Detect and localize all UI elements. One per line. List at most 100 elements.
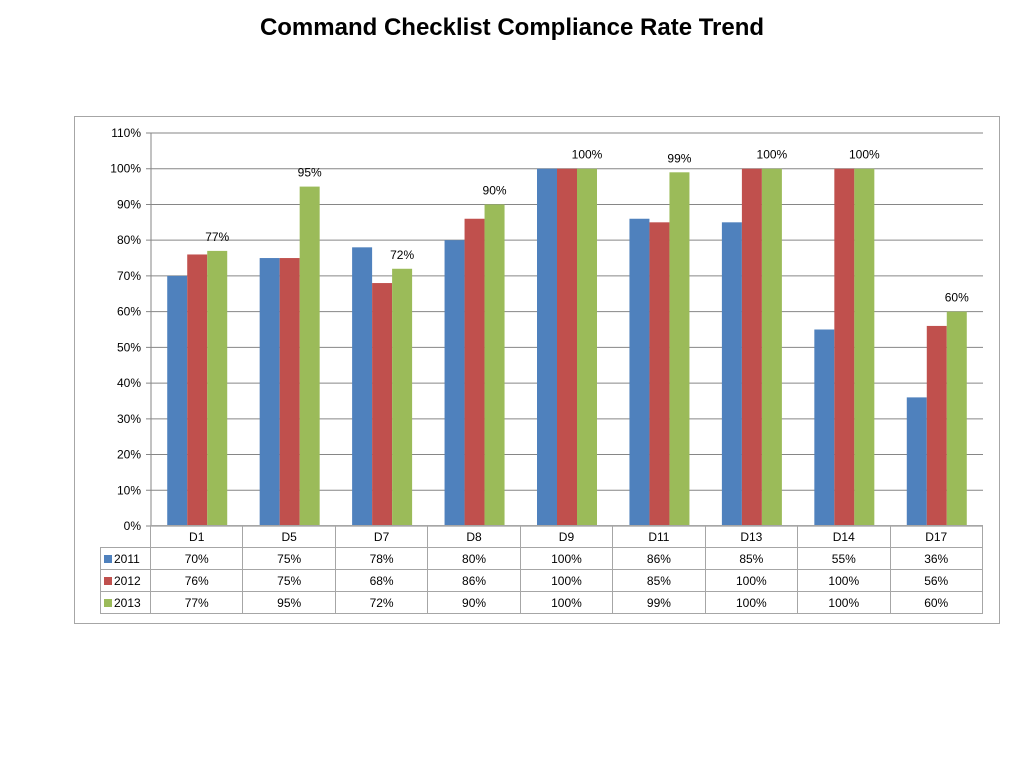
category-label: D13: [704, 525, 799, 548]
y-tick-label: 90%: [117, 197, 141, 211]
y-tick-label: 80%: [117, 233, 141, 247]
category-label: D9: [519, 525, 614, 548]
table-cell: 72%: [334, 591, 429, 614]
table-cell: 86%: [612, 547, 706, 570]
table-corner: [100, 525, 151, 548]
bar-2013-D9: [577, 168, 597, 526]
bar-2011-D5: [259, 258, 280, 526]
table-cell: 55%: [797, 547, 891, 570]
category-label: D5: [242, 525, 336, 548]
bar-2012-D9: [557, 168, 577, 526]
y-tick-label: 110%: [111, 126, 141, 140]
legend-entry: 2011: [100, 547, 151, 570]
bar-2012-D13: [741, 168, 762, 526]
legend-color-key: [104, 555, 112, 564]
table-cell: 100%: [797, 591, 891, 614]
bar-2012-D7: [372, 283, 393, 526]
table-cell: 100%: [704, 569, 799, 592]
table-row: 2011 70% 75% 78% 80% 100% 86% 85% 55% 36%: [100, 547, 983, 570]
table-cell: 90%: [427, 591, 521, 614]
table-cell: 77%: [149, 591, 244, 614]
bar-2013-D8: [484, 204, 505, 527]
bar-2011-D11: [629, 218, 650, 526]
table-cell: 80%: [427, 547, 521, 570]
bar-2012-D8: [464, 218, 485, 526]
chart-title: Command Checklist Compliance Rate Trend: [259, 14, 765, 41]
bar-2011-D7: [352, 247, 373, 526]
table-row: 2013 77% 95% 72% 90% 100% 99% 100% 100% 60%: [100, 591, 983, 614]
data-table: D1 D5 D7 D8 D9 D11 D13 D14 D17 2011 70% 75% 78% 80% 10…: [100, 525, 983, 614]
bar-2013-D17: [946, 311, 967, 526]
data-label: 77%: [205, 230, 229, 244]
y-tick-label: 60%: [117, 305, 141, 319]
category-label: D11: [612, 525, 706, 548]
table-cell: 75%: [242, 569, 336, 592]
bar-2013-D13: [761, 168, 782, 526]
y-tick-label: 50%: [117, 340, 141, 354]
table-cell: 100%: [519, 569, 614, 592]
bar-2012-D17: [926, 325, 947, 526]
category-label: D7: [334, 525, 429, 548]
bar-2012-D5: [279, 258, 300, 526]
table-cell: 100%: [519, 547, 614, 570]
bar-2011-D14: [814, 329, 835, 526]
y-tick-label: 10%: [117, 483, 141, 497]
data-label: 99%: [667, 151, 691, 165]
legend-entry: 2012: [100, 569, 151, 592]
table-cell: 85%: [704, 547, 799, 570]
table-cell: 60%: [889, 591, 983, 614]
table-cell: 76%: [149, 569, 244, 592]
bar-2013-D5: [299, 186, 320, 526]
table-cell: 100%: [797, 569, 891, 592]
legend-label: 2012: [114, 573, 141, 588]
data-label: 60%: [945, 291, 969, 305]
category-label: D8: [427, 525, 521, 548]
legend-label: 2011: [114, 551, 140, 566]
y-tick-label: 100%: [110, 162, 141, 176]
table-cell: 78%: [334, 547, 429, 570]
table-cell: 56%: [889, 569, 983, 592]
legend-color-key: [104, 599, 112, 608]
data-label: 95%: [298, 166, 322, 180]
bar-2012-D14: [834, 168, 855, 526]
data-label: 100%: [572, 148, 603, 162]
bar-2011-D13: [721, 222, 742, 526]
y-tick-label: 20%: [117, 448, 141, 462]
y-tick-label: 40%: [117, 376, 141, 390]
bar-2012-D11: [649, 222, 670, 526]
chart-plot: 0%10%20%30%40%50%60%70%80%90%100%110%77%…: [110, 126, 983, 533]
table-cell: 95%: [242, 591, 336, 614]
legend-entry: 2013: [100, 591, 151, 614]
bar-2013-D1: [207, 250, 228, 526]
table-cell: 100%: [704, 591, 799, 614]
table-cell: 70%: [149, 547, 244, 570]
table-cell: 100%: [519, 591, 614, 614]
table-header-row: D1 D5 D7 D8 D9 D11 D13 D14 D17: [100, 525, 983, 548]
category-label: D1: [149, 525, 244, 548]
data-label: 100%: [757, 148, 788, 162]
bar-2013-D14: [854, 168, 875, 526]
bar-2013-D7: [392, 268, 413, 526]
bar-2012-D1: [187, 254, 208, 527]
table-cell: 86%: [427, 569, 521, 592]
bar-2013-D11: [669, 172, 690, 527]
data-label: 100%: [849, 148, 880, 162]
table-cell: 68%: [334, 569, 429, 592]
table-row: 2012 76% 75% 68% 86% 100% 85% 100% 100% 56%: [100, 569, 983, 592]
data-label: 72%: [390, 248, 414, 262]
y-tick-label: 30%: [117, 412, 141, 426]
table-cell: 99%: [612, 591, 706, 614]
bar-2011-D17: [906, 397, 927, 526]
table-cell: 85%: [612, 569, 706, 592]
legend-color-key: [104, 577, 112, 586]
bar-2011-D1: [167, 275, 188, 526]
data-label: 90%: [483, 183, 507, 197]
y-tick-label: 70%: [117, 269, 141, 283]
table-cell: 75%: [242, 547, 336, 570]
bar-2011-D8: [444, 240, 465, 526]
table-cell: 36%: [889, 547, 983, 570]
bar-2011-D9: [537, 168, 557, 526]
category-label: D17: [889, 525, 983, 548]
category-label: D14: [797, 525, 891, 548]
legend-label: 2013: [114, 595, 141, 610]
